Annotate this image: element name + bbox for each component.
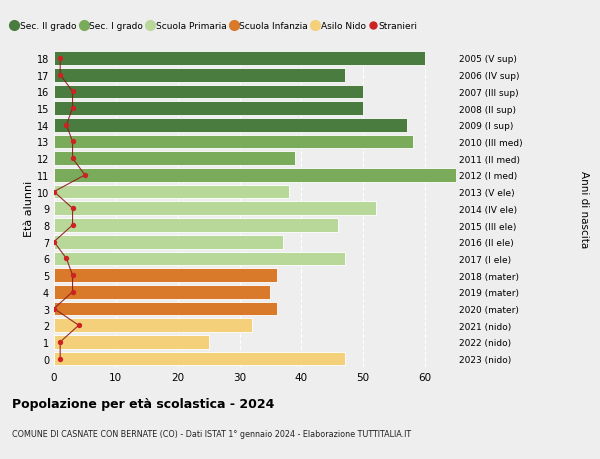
Point [68,89,77,96]
Bar [54,352,344,366]
Point [68,105,77,112]
Bar [54,52,425,66]
Bar [54,168,456,182]
Bar [54,202,376,216]
Text: COMUNE DI CASNATE CON BERNATE (CO) - Dati ISTAT 1° gennaio 2024 - Elaborazione T: COMUNE DI CASNATE CON BERNATE (CO) - Dat… [12,429,411,438]
Point [55,339,65,346]
Bar [54,302,277,316]
Text: Popolazione per età scolastica - 2024: Popolazione per età scolastica - 2024 [12,397,274,410]
Legend: Sec. II grado, Sec. I grado, Scuola Primaria, Scuola Infanzia, Asilo Nido, Stran: Sec. II grado, Sec. I grado, Scuola Prim… [8,18,421,35]
Bar [54,218,338,232]
Point [68,272,77,279]
Point [68,205,77,213]
Bar [54,252,344,266]
Point [68,222,77,229]
Bar [54,85,363,99]
Bar [54,102,363,116]
Point [55,355,65,363]
Point [49,239,59,246]
Point [68,155,77,162]
Y-axis label: Età alunni: Età alunni [24,181,34,237]
Bar [54,269,277,282]
Point [74,322,83,329]
Point [68,139,77,146]
Point [62,255,71,263]
Bar [54,185,289,199]
Bar [54,285,271,299]
Bar [54,235,283,249]
Point [49,305,59,313]
Point [55,55,65,62]
Y-axis label: Anni di nascita: Anni di nascita [579,170,589,247]
Bar [54,152,295,166]
Point [55,72,65,79]
Bar [54,69,344,82]
Point [62,122,71,129]
Point [80,172,90,179]
Bar [54,319,252,332]
Bar [54,135,413,149]
Bar [54,119,407,132]
Bar [54,336,209,349]
Point [68,289,77,296]
Point [49,189,59,196]
